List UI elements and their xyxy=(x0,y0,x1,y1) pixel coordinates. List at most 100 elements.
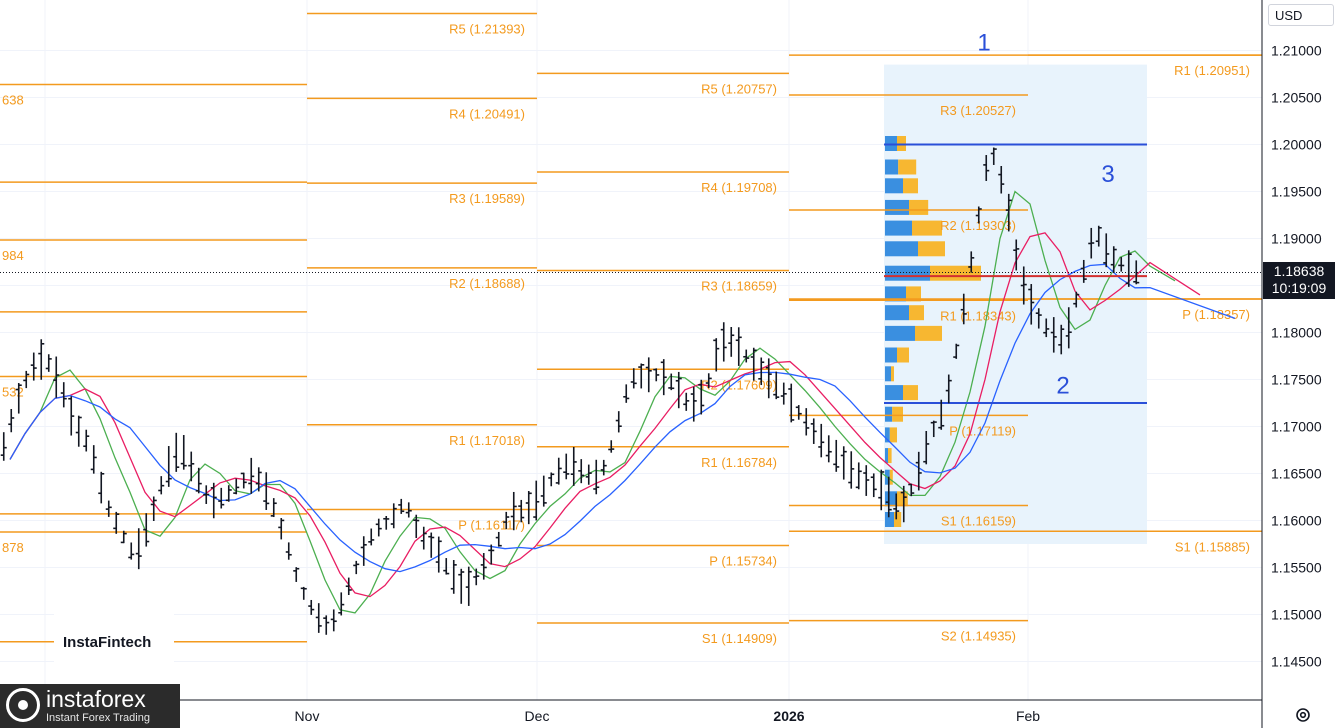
ohlc-bars xyxy=(0,147,1140,635)
y-tick-label: 1.18000 xyxy=(1271,325,1322,341)
x-tick-label: Nov xyxy=(295,708,320,724)
volume-bar-sell xyxy=(909,199,929,215)
volume-profile xyxy=(884,64,1147,544)
volume-bar-buy xyxy=(885,448,888,464)
volume-bar-buy xyxy=(885,385,903,401)
ma-mid-line xyxy=(9,232,1201,598)
ma-fast-line xyxy=(9,190,1176,614)
chart-logo: InstaFintech xyxy=(54,614,174,672)
y-tick-label: 1.15500 xyxy=(1271,560,1322,576)
volume-bar-buy xyxy=(885,159,899,175)
instaforex-logo-icon xyxy=(6,688,40,722)
wave-label-2: 2 xyxy=(1056,373,1069,400)
watermark-name: instaforex xyxy=(46,686,146,712)
volume-bar-buy xyxy=(885,220,912,236)
volume-bar-sell xyxy=(897,491,908,507)
y-tick-label: 1.19500 xyxy=(1271,184,1322,200)
volume-bar-buy xyxy=(885,241,918,257)
y-tick-label: 1.21000 xyxy=(1271,43,1322,59)
volume-bar-sell xyxy=(903,178,918,194)
volume-bar-buy xyxy=(885,491,897,507)
volume-bar-sell xyxy=(894,512,902,527)
volume-bar-buy xyxy=(885,512,894,527)
watermark-tagline: Instant Forex Trading xyxy=(46,712,150,724)
volume-bar-sell xyxy=(888,448,892,464)
pivot-label: R2 (1.19303) xyxy=(940,218,1016,233)
wave-label-1: 1 xyxy=(977,30,990,57)
price-channel xyxy=(0,143,1262,404)
instaforex-watermark: instaforex Instant Forex Trading xyxy=(0,684,180,728)
wave-annotations: 1 2 3 xyxy=(977,30,1114,400)
y-tick-label: 1.14500 xyxy=(1271,654,1322,670)
y-tick-label: 1.19000 xyxy=(1271,231,1322,247)
volume-bar-buy xyxy=(885,286,906,302)
volume-bar-buy xyxy=(885,325,915,341)
pivot-label: S1 (1.16159) xyxy=(941,514,1016,529)
y-tick-label: 1.17000 xyxy=(1271,419,1322,435)
pivot-label: 984 xyxy=(2,248,24,263)
pivot-label: P (1.15734) xyxy=(709,554,777,569)
x-tick-label: 2026 xyxy=(773,708,804,724)
profile-background xyxy=(884,64,1147,544)
pivot-label: 638 xyxy=(2,93,24,108)
volume-bar-sell xyxy=(898,159,917,175)
pivot-label: R2 (1.18688) xyxy=(449,276,525,291)
volume-bar-buy xyxy=(885,305,909,321)
settings-gear-icon[interactable] xyxy=(1294,706,1312,724)
pivot-label: R1 (1.16784) xyxy=(701,455,777,470)
y-tick-label: 1.15000 xyxy=(1271,607,1322,623)
x-tick-label: Dec xyxy=(525,708,550,724)
pivot-label: 532 xyxy=(2,384,24,399)
volume-bar-sell xyxy=(897,347,909,363)
volume-bar-sell xyxy=(889,469,893,485)
pivot-label: R1 (1.17018) xyxy=(449,433,525,448)
volume-bar-sell xyxy=(912,220,942,236)
volume-bar-sell xyxy=(909,305,924,321)
pivot-label: S2 (1.14935) xyxy=(941,629,1016,644)
moving-averages xyxy=(9,190,1236,614)
current-price-tag: 1.18638 10:19:09 xyxy=(1263,262,1335,299)
volume-bar-sell xyxy=(891,366,894,382)
pivot-label: R3 (1.19589) xyxy=(449,191,525,206)
pivot-label: R1 (1.20951) xyxy=(1174,63,1250,78)
y-tick-label: 1.20500 xyxy=(1271,90,1322,106)
ma-slow-line xyxy=(9,263,1236,573)
y-tick-label: 1.17500 xyxy=(1271,372,1322,388)
volume-bar-sell xyxy=(889,427,897,443)
y-tick-label: 1.16500 xyxy=(1271,466,1322,482)
volume-bar-buy xyxy=(885,406,893,422)
volume-bar-sell xyxy=(903,385,918,401)
pivot-label: R1 (1.18343) xyxy=(940,308,1016,323)
volume-bar-sell xyxy=(906,286,921,302)
volume-bar-sell xyxy=(892,406,903,422)
pivot-label: R2 (1.17609) xyxy=(701,377,777,392)
volume-bar-sell xyxy=(930,265,981,281)
y-tick-label: 1.16000 xyxy=(1271,513,1322,529)
pivot-label: S1 (1.14909) xyxy=(702,631,777,646)
pivot-label: P (1.18357) xyxy=(1182,307,1250,322)
volume-bar-buy xyxy=(885,427,890,443)
y-tick-label: 1.20000 xyxy=(1271,137,1322,153)
pivot-label: 878 xyxy=(2,540,24,555)
pivot-label: P (1.16117) xyxy=(458,518,525,533)
volume-bar-buy xyxy=(885,366,891,382)
volume-bar-buy xyxy=(885,199,909,215)
pivot-label: R5 (1.21393) xyxy=(449,22,525,37)
volume-bar-buy xyxy=(885,178,903,194)
bar-countdown: 10:19:09 xyxy=(1271,280,1327,296)
pivot-label: S1 (1.15885) xyxy=(1175,539,1250,554)
current-price-value: 1.18638 xyxy=(1273,263,1325,279)
volume-bar-sell xyxy=(918,241,945,257)
volume-bar-buy xyxy=(885,265,930,281)
gridlines xyxy=(0,0,1262,700)
x-tick-label: Feb xyxy=(1016,708,1040,724)
wave-label-3: 3 xyxy=(1101,161,1114,188)
volume-bar-buy xyxy=(885,347,897,363)
currency-selector[interactable]: USD xyxy=(1268,4,1334,26)
pivot-label: R5 (1.20757) xyxy=(701,81,777,96)
pivot-label: P (1.17119) xyxy=(949,423,1016,438)
pivot-label: R4 (1.20491) xyxy=(449,106,525,121)
volume-bar-sell xyxy=(915,325,942,341)
pivot-label: R3 (1.20527) xyxy=(940,103,1016,118)
